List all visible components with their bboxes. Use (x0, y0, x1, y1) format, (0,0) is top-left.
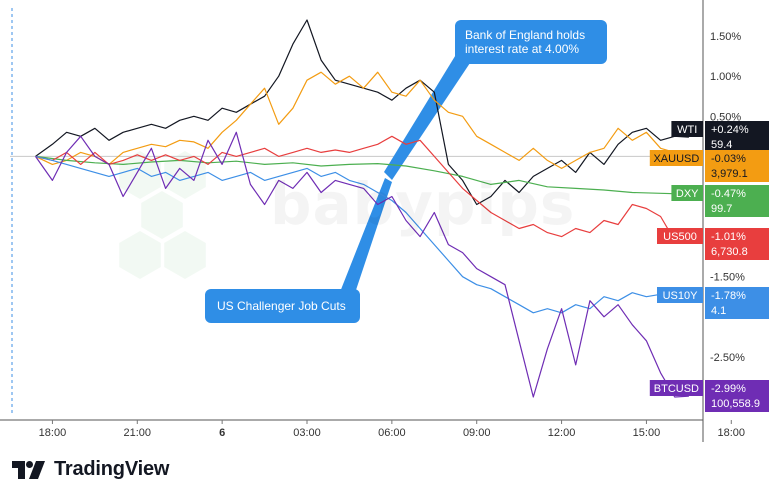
x-tick-label: 12:00 (548, 427, 576, 439)
legend-badge-value-bg (705, 287, 769, 319)
x-tick-label: 09:00 (463, 427, 491, 439)
y-tick-label: -1.50% (710, 272, 745, 284)
legend-badge-change: -0.47% (711, 188, 746, 200)
series-line-dxy (35, 155, 689, 195)
legend-badge-name-bg (649, 150, 703, 166)
annotation-boe-pointer (384, 48, 472, 180)
tradingview-logo[interactable]: TradingView (12, 458, 169, 481)
legend-badge-value-bg (705, 185, 769, 217)
watermark-hexagon (164, 151, 206, 199)
tradingview-logo-icon (12, 460, 45, 479)
y-tick-label: -2.50% (710, 352, 745, 364)
y-tick-label: 1.50% (710, 31, 741, 43)
legend-badge-price: 4.1 (711, 305, 726, 317)
annotation-boe-callout: Bank of England holds interest rate at 4… (455, 20, 607, 64)
legend-badge-us10y: US10Y -1.78% 4.1 (657, 287, 769, 319)
watermark: babypips (270, 170, 575, 238)
legend-badge-us500: US500 -1.01% 6,730.8 (657, 228, 769, 260)
watermark-hexagon (141, 191, 183, 239)
legend-badge-name-bg (671, 185, 703, 201)
legend-badge-price: 100,558.9 (711, 398, 760, 410)
series-line-us10y (35, 155, 690, 314)
chart-axes: 1.50% 1.00% 0.50% -1.50% -2.50% 18:00 21:00 6 03… (0, 0, 745, 442)
legend-badge-dxy: DXY -0.47% 99.7 (671, 185, 769, 217)
legend-badge-btcusd: BTCUSD -2.99% 100,558.9 (649, 380, 769, 412)
x-tick-label: 18:00 (39, 427, 67, 439)
legend-badge-price: 6,730.8 (711, 246, 748, 258)
legend-badge-price: 59.4 (711, 139, 732, 151)
legend-badge-name-bg (657, 287, 703, 303)
watermark-hexagon (119, 231, 161, 279)
watermark-hexagon (164, 231, 206, 279)
legend-badge-name: WTI (677, 124, 697, 136)
x-tick-label: 03:00 (293, 427, 321, 439)
chart-plot-area (10, 8, 703, 413)
legend-badge-change: -1.01% (711, 231, 746, 243)
series-line-xauusd (35, 71, 690, 169)
legend-badge-value-bg (705, 121, 769, 153)
y-tick-label: 1.00% (710, 71, 741, 83)
annotation-challenger-text: US Challenger Job Cuts (217, 299, 346, 313)
x-tick-label: 06:00 (378, 427, 406, 439)
legend-badge-name-bg (671, 121, 703, 137)
legend-badge-name-bg (649, 380, 703, 396)
x-tick-label: 6 (219, 427, 225, 439)
legend-badge-wti: WTI +0.24% 59.4 (671, 121, 769, 153)
legend-badge-name: XAUUSD (653, 153, 699, 165)
legend-badge-change: -1.78% (711, 290, 746, 302)
legend-badge-price: 3,979.1 (711, 168, 748, 180)
series-line-us500 (35, 135, 690, 242)
legend-badge-name: US10Y (663, 290, 699, 302)
legend-badge-price: 99.7 (711, 203, 732, 215)
legend-badge-change: -0.03% (711, 153, 746, 165)
annotation-boe-text: Bank of England holds interest rate at 4… (465, 28, 586, 56)
y-tick-label: 0.50% (710, 111, 741, 123)
x-tick-label: 21:00 (124, 427, 152, 439)
legend-badge-value-bg (705, 228, 769, 260)
legend-badge-name: DXY (676, 188, 699, 200)
legend-badge-value-bg (705, 380, 769, 412)
legend-badges: WTI +0.24% 59.4 XAUUSD -0.03% 3,979.1 DXY -0.47… (649, 121, 769, 412)
x-tick-label: 18:00 (718, 427, 746, 439)
legend-badge-change: +0.24% (711, 124, 749, 136)
annotation-challenger-pointer (340, 178, 392, 296)
legend-badge-name: BTCUSD (654, 383, 699, 395)
legend-badge-name: US500 (663, 231, 697, 243)
legend-badge-xauusd: XAUUSD -0.03% 3,979.1 (649, 150, 769, 182)
annotation-challenger-callout: US Challenger Job Cuts (205, 289, 360, 323)
legend-badge-change: -2.99% (711, 383, 746, 395)
legend-badge-name-bg (657, 228, 703, 244)
legend-badge-value-bg (705, 150, 769, 182)
watermark-hexagons (119, 151, 206, 279)
watermark-hexagon (119, 151, 161, 199)
x-tick-label: 15:00 (633, 427, 661, 439)
tradingview-logo-text: TradingView (54, 458, 170, 480)
series-line-btcusd (35, 131, 689, 398)
